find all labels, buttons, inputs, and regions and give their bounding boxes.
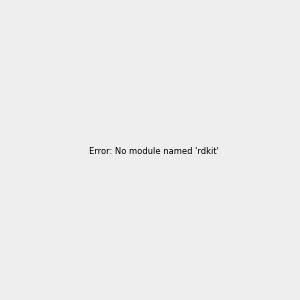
- Text: Error: No module named 'rdkit': Error: No module named 'rdkit': [89, 147, 219, 156]
